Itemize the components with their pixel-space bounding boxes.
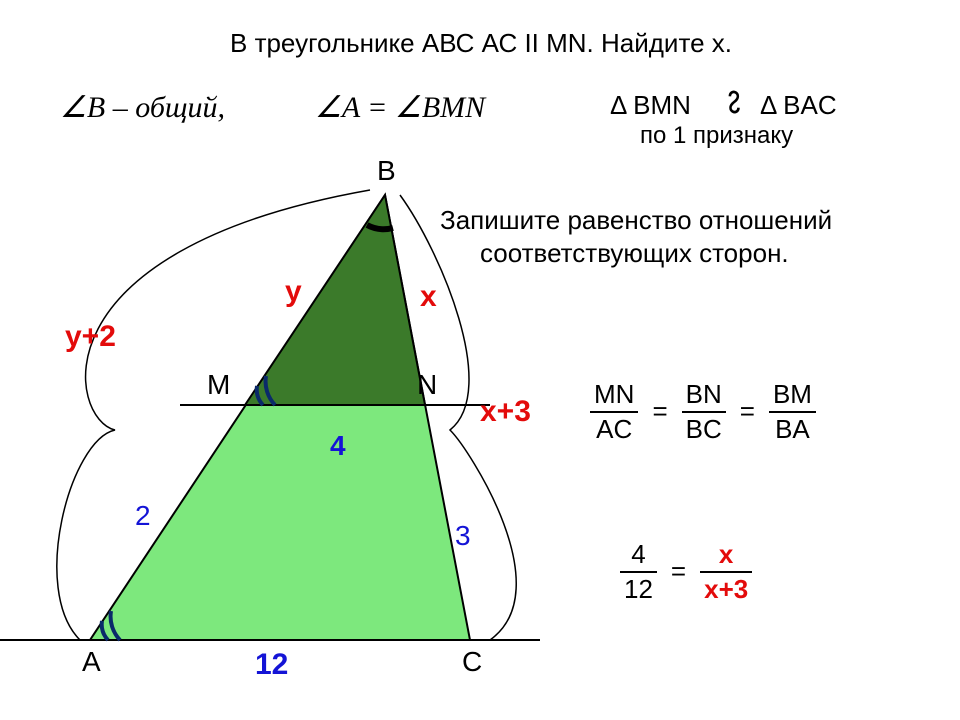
label-yp2: y+2 (65, 320, 116, 354)
label-2: 2 (135, 500, 151, 532)
instruction-line2: соответствующих сторон. (480, 238, 789, 269)
triangle-bmn (245, 195, 425, 405)
ratio-equation: MN AC = BN BC = BM BA (590, 380, 816, 443)
angle-a-text: ∠A = ∠BMN (315, 90, 485, 125)
similar-symbol-icon: ∾ (714, 88, 754, 117)
label-3: 3 (455, 520, 471, 552)
problem-text: В треугольнике АВС АС II МN. Найдите х. (230, 28, 732, 59)
label-x: x (420, 280, 437, 314)
label-12: 12 (255, 648, 288, 682)
vertex-b: B (377, 155, 396, 187)
label-y: y (285, 275, 302, 309)
similar-by: по 1 признаку (640, 122, 793, 150)
vertex-m: M (207, 369, 230, 401)
instruction-line1: Запишите равенство отношений (440, 205, 832, 236)
vertex-n: N (417, 369, 437, 401)
similar-bac: Δ BAC (760, 90, 837, 121)
frac-bm-ba: BM BA (769, 380, 816, 443)
equals-3: = (671, 556, 686, 587)
similar-bmn: Δ BMN (610, 90, 691, 121)
frac-bn-bc: BN BC (682, 380, 726, 443)
frac-4-12: 4 12 (620, 540, 657, 603)
triangle-abc (90, 195, 470, 640)
frac-mn-ac: MN AC (590, 380, 638, 443)
numeric-equation: 4 12 = x x+3 (620, 540, 752, 603)
vertex-c: C (462, 646, 482, 678)
equals-1: = (652, 396, 667, 427)
frac-x-xp3: x x+3 (700, 540, 752, 603)
angle-b-text: ∠B – общий, (60, 90, 225, 125)
equals-2: = (740, 396, 755, 427)
label-xp3: x+3 (480, 395, 531, 429)
label-4: 4 (330, 430, 346, 462)
vertex-a: A (82, 646, 101, 678)
